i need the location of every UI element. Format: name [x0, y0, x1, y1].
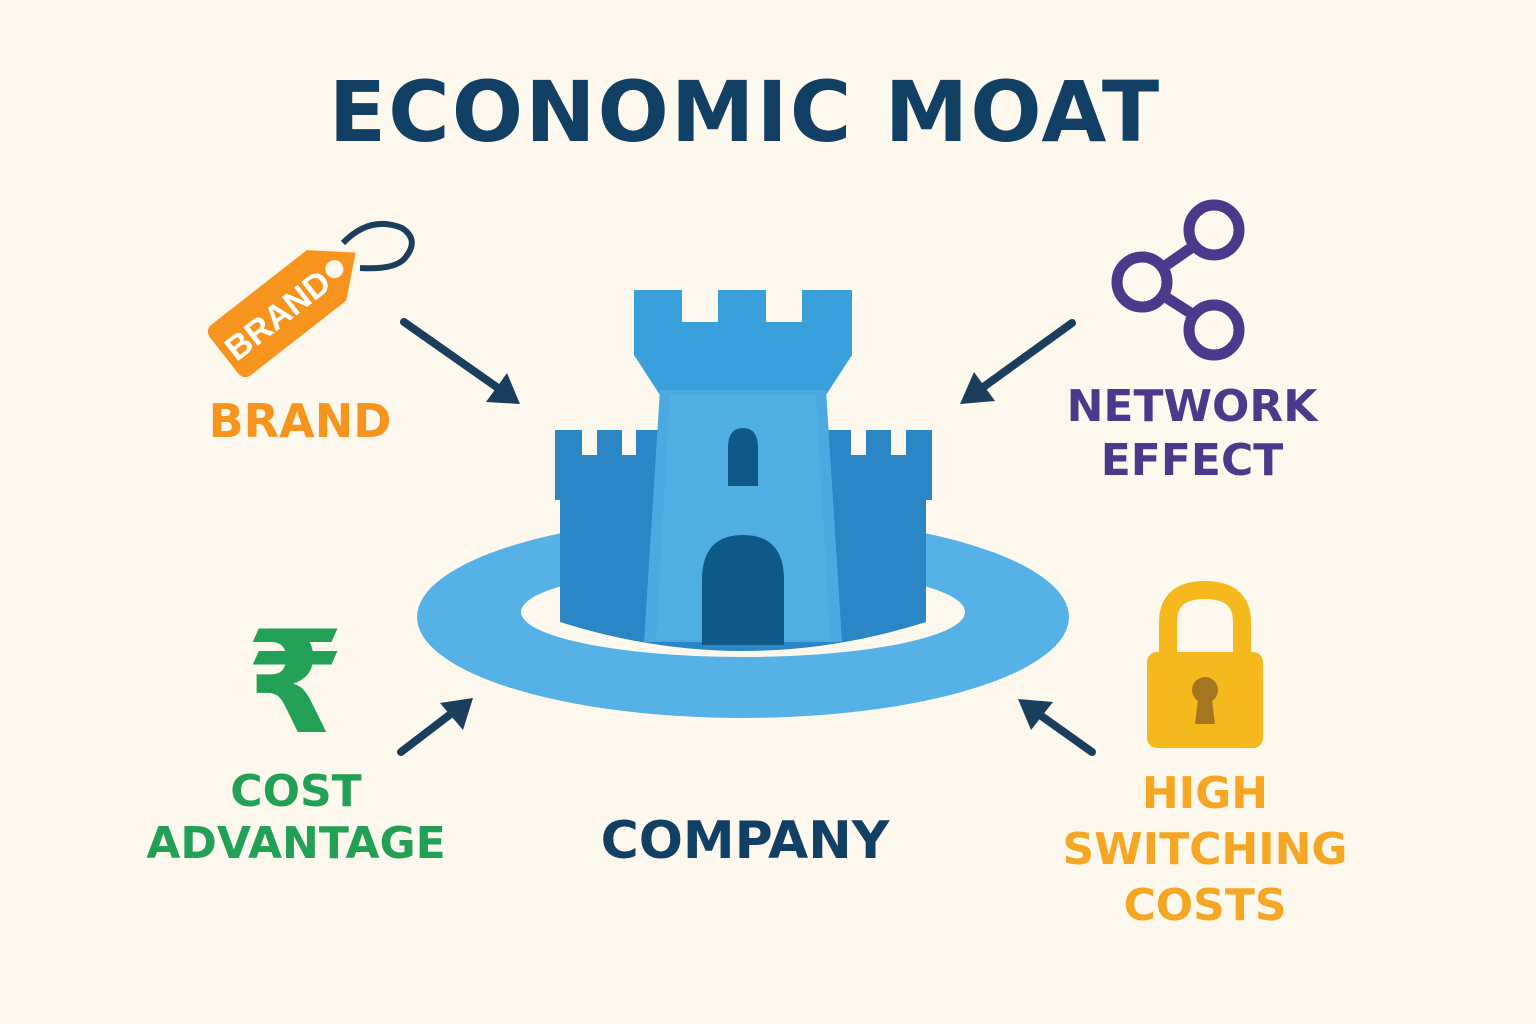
label-brand: BRAND [180, 392, 420, 450]
arrow-network [960, 319, 1076, 404]
arrow-switching [1018, 699, 1096, 756]
label-network-line-1: NETWORK [1066, 381, 1318, 432]
share-network-icon [1111, 199, 1245, 361]
arrow-brand [400, 318, 520, 404]
label-switching-line-2: SWITCHING [1062, 824, 1348, 875]
diagram-title: ECONOMIC MOAT [328, 63, 1162, 161]
rupee-icon: ₹ [246, 601, 345, 766]
label-cost-line-1: COST [230, 766, 362, 817]
castle-icon [555, 290, 932, 651]
label-brand-line: BRAND [208, 394, 392, 448]
label-switching-line-3: COSTS [1123, 880, 1287, 931]
center-label-company: COMPANY [600, 811, 890, 871]
label-high-switching-costs: HIGH SWITCHING COSTS [1050, 766, 1360, 934]
arrow-cost [397, 698, 473, 756]
label-network-effect: NETWORK EFFECT [1042, 380, 1342, 488]
label-switching-line-1: HIGH [1141, 768, 1269, 819]
label-cost-line-2: ADVANTAGE [146, 818, 446, 869]
label-network-line-2: EFFECT [1100, 435, 1284, 486]
price-tag-icon: BRAND [207, 220, 415, 378]
label-cost-advantage: COST ADVANTAGE [136, 766, 456, 870]
padlock-icon [1147, 580, 1263, 748]
